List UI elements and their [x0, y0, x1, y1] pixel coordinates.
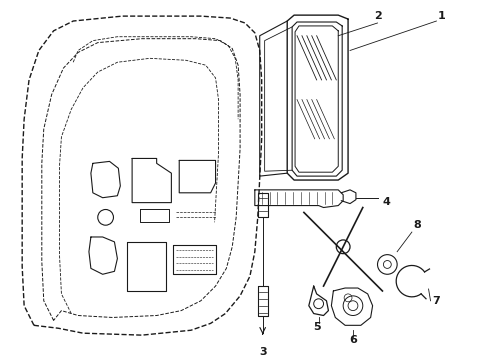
Text: 6: 6 — [349, 335, 357, 345]
Text: 7: 7 — [433, 296, 441, 306]
Text: 1: 1 — [438, 11, 445, 21]
Text: 4: 4 — [382, 197, 391, 207]
Text: 2: 2 — [374, 11, 381, 21]
Text: 3: 3 — [259, 347, 267, 357]
Text: 8: 8 — [413, 220, 420, 230]
Text: 5: 5 — [313, 322, 320, 332]
